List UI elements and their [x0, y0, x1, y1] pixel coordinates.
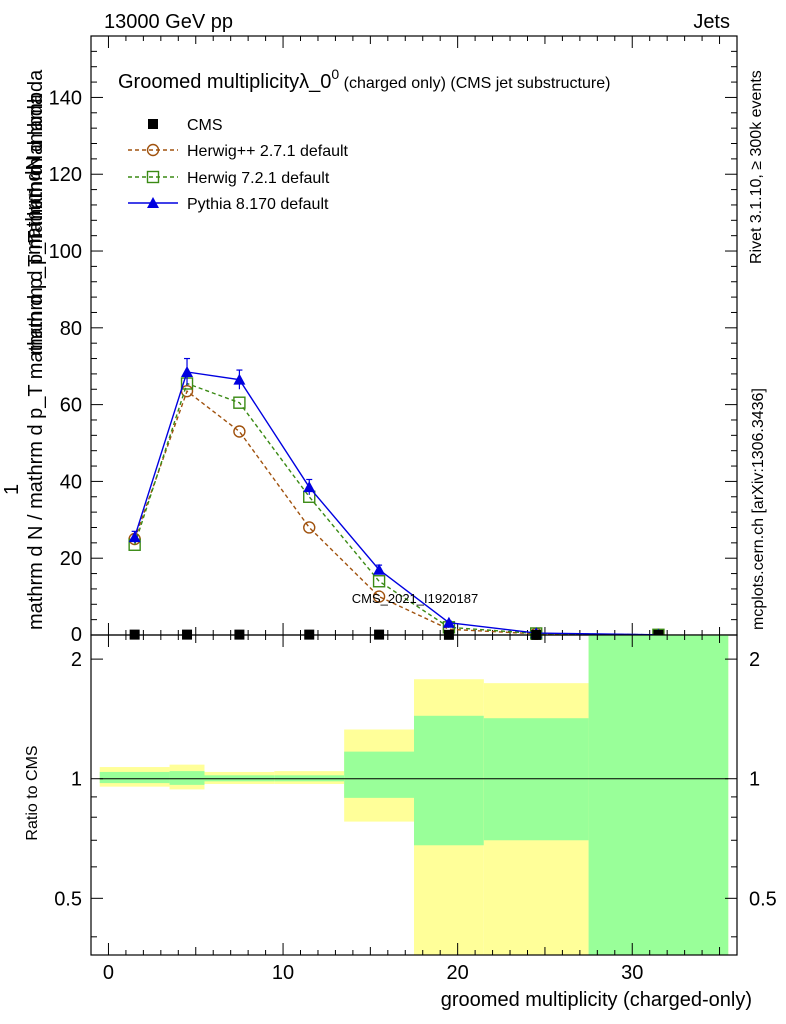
plot-title-main: Groomed multiplicityλ_0	[118, 71, 331, 93]
data-point-pythia-8-170-default	[442, 616, 455, 628]
legend-label-pythia-8-170-default: Pythia 8.170 default	[187, 196, 329, 213]
x-tick-label: 10	[272, 962, 294, 984]
x-axis-label: groomed multiplicity (charged-only)	[441, 989, 752, 1011]
data-point-herwig-7-2-1-default	[372, 575, 386, 588]
analysis-watermark: CMS_2021_I1920187	[352, 591, 479, 606]
ratio-band-inner-5	[414, 715, 484, 846]
ratio-plot-frame	[90, 634, 738, 956]
ratio-y-tick-label-right: 0.5	[749, 888, 777, 910]
main-plot-panel: 20 40 60 80 100 120 140 0 CMS Herwig++ 2.7.1 defa…	[49, 35, 738, 646]
y-tick-label: 40	[60, 471, 82, 493]
plot-title-suffix: (charged only) (CMS jet substructure)	[339, 75, 610, 92]
y-tick-label: 120	[49, 164, 82, 186]
legend-marker-pythia-8-170-default	[147, 197, 159, 208]
series-line-pythia-8-170-default	[133, 371, 659, 636]
ratio-y-tick-label-right: 2	[749, 649, 760, 671]
legend-label-herwig-7-2-1-default: Herwig 7.2.1 default	[187, 170, 330, 187]
ratio-y-tick-label: 1	[71, 769, 82, 791]
ratio-y-tick-label: 0.5	[54, 888, 82, 910]
x-tick-label: 0	[103, 962, 114, 984]
mcplots-label: mcplots.cern.ch [arXiv:1306.3436]	[750, 388, 767, 630]
plot-title: Groomed multiplicityλ_00 (charged only) …	[118, 66, 610, 93]
data-point-herwig-7-2-1-default	[233, 396, 246, 409]
legend-label-cms: CMS	[187, 117, 223, 134]
ratio-band-inner-1	[169, 771, 205, 785]
category-label: Jets	[693, 11, 730, 33]
ratio-y-tick-label-right: 1	[749, 769, 760, 791]
y-tick-label: 60	[60, 395, 82, 417]
x-tick-label: 20	[447, 962, 469, 984]
data-point-herwig-2-7-1-default	[303, 521, 316, 534]
y-tick-label: 100	[49, 241, 82, 263]
data-point-herwig-2-7-1-default	[233, 425, 246, 438]
y-axis-label-numerator-2: mathrm d p_T mathrm d lambda	[25, 69, 47, 355]
rivet-version-label: Rivet 3.1.10, ≥ 300k events	[748, 70, 765, 264]
legend-marker-herwig-7-2-1-default	[146, 170, 160, 184]
ratio-y-tick-label: 2	[71, 649, 82, 671]
y-tick-label: 140	[49, 87, 82, 109]
data-point-herwig-2-7-1-default	[372, 590, 386, 603]
series-line-herwig-7-2-1-default	[133, 382, 659, 636]
y-axis-label-fraction-one: 1	[1, 484, 23, 495]
ratio-y-axis-label: Ratio to CMS	[24, 745, 41, 840]
plot-title-superscript: 0	[331, 66, 339, 82]
x-tick-label: 30	[621, 962, 643, 984]
y-tick-label: 0	[71, 624, 82, 646]
ratio-band-inner-7	[588, 635, 729, 955]
series-line-herwig-2-7-1-default	[133, 390, 659, 636]
y-tick-label: 80	[60, 318, 82, 340]
data-point-pythia-8-170-default	[373, 563, 386, 575]
data-point-pythia-8-170-default	[128, 531, 141, 543]
y-axis-label-denominator: mathrm d N / mathrm d p_T mathrm d p_T m…	[25, 93, 47, 630]
legend-marker-cms	[148, 119, 158, 129]
legend-marker-herwig-2-7-1-default	[146, 143, 160, 157]
ratio-band-inner-4	[344, 751, 414, 798]
ratio-plot-panel: 0 10 20 30 0.5 0.5 1 1 2 2	[54, 634, 777, 984]
ratio-band-inner-0	[99, 771, 170, 784]
ratio-band-inner-6	[483, 718, 589, 841]
energy-label: 13000 GeV pp	[104, 11, 233, 33]
legend-label-herwig-2-7-1-default: Herwig++ 2.7.1 default	[187, 143, 349, 160]
y-axis-label-numerator-1: mathrm dN	[23, 156, 45, 255]
data-point-pythia-8-170-default	[181, 365, 194, 377]
data-point-pythia-8-170-default	[303, 481, 316, 493]
data-point-pythia-8-170-default	[233, 373, 246, 385]
y-tick-label: 20	[60, 548, 82, 570]
